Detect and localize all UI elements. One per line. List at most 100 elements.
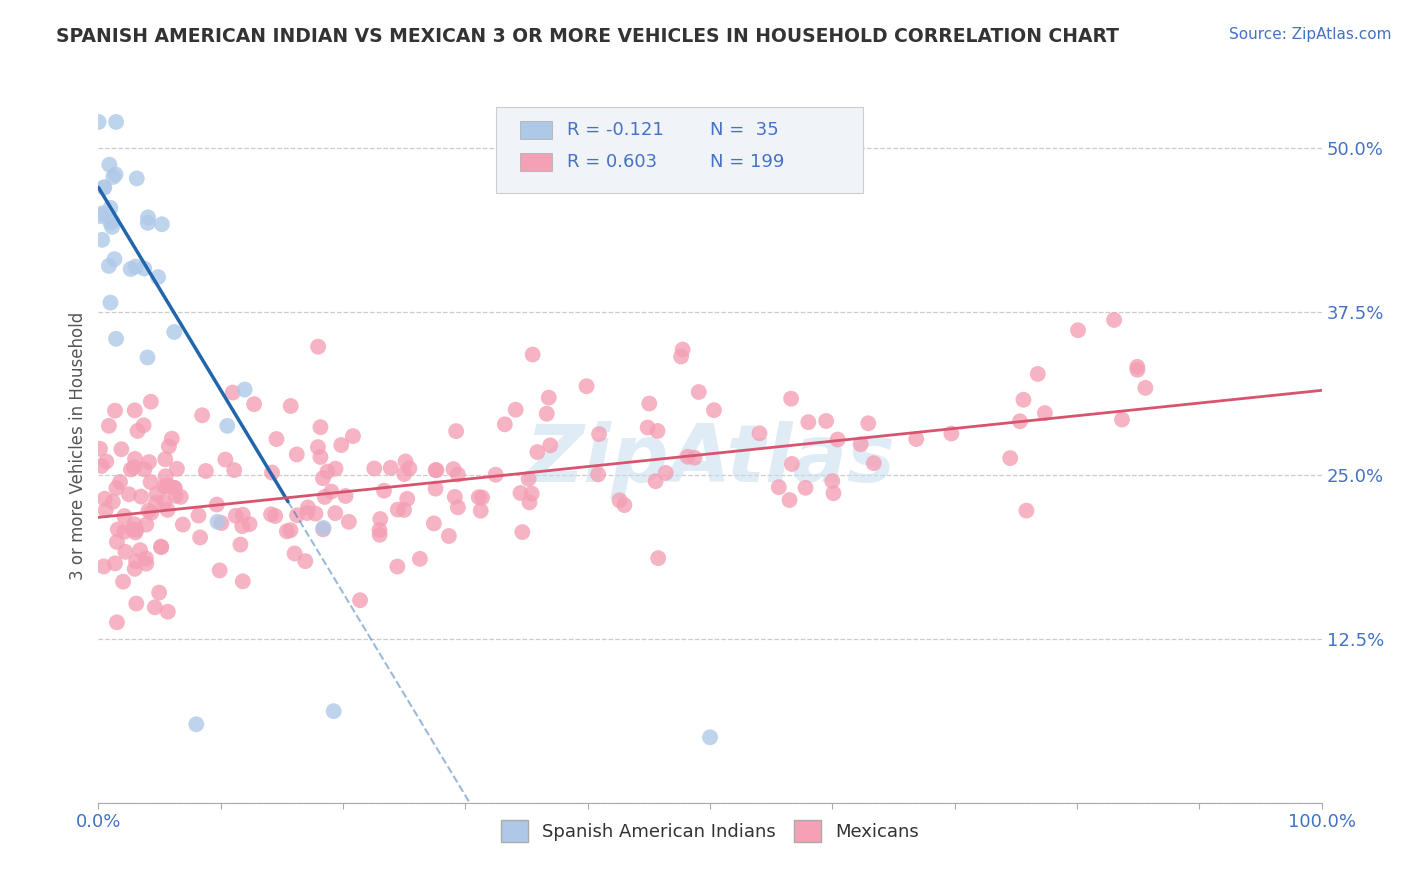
Point xyxy=(104,557,127,571)
Point xyxy=(505,402,527,417)
Point xyxy=(815,414,838,428)
Point xyxy=(155,452,177,467)
Point xyxy=(214,452,236,467)
Point xyxy=(101,214,124,228)
Point xyxy=(768,480,790,494)
Point xyxy=(243,397,266,411)
Point xyxy=(135,557,157,571)
Point xyxy=(337,515,360,529)
Point xyxy=(276,524,298,539)
Point xyxy=(138,455,160,469)
Point xyxy=(104,403,127,417)
Point xyxy=(494,417,516,432)
FancyBboxPatch shape xyxy=(496,107,863,193)
Point xyxy=(647,551,669,566)
Point xyxy=(260,466,283,480)
Point xyxy=(471,491,494,505)
Point xyxy=(676,450,699,464)
Text: Source: ZipAtlas.com: Source: ZipAtlas.com xyxy=(1229,27,1392,42)
Point xyxy=(998,451,1021,466)
Point xyxy=(613,498,636,512)
Point xyxy=(172,517,194,532)
Point xyxy=(444,424,467,438)
Point xyxy=(297,500,319,515)
Point xyxy=(409,552,432,566)
Point xyxy=(1135,381,1157,395)
Point xyxy=(280,399,302,413)
Point xyxy=(97,418,120,433)
Point xyxy=(143,600,166,615)
Point xyxy=(107,523,129,537)
Point xyxy=(120,262,142,277)
Point xyxy=(688,384,710,399)
Point xyxy=(522,347,544,361)
FancyBboxPatch shape xyxy=(520,120,553,139)
Point xyxy=(794,481,817,495)
Point xyxy=(101,219,124,234)
Point xyxy=(121,522,143,536)
Point xyxy=(373,483,395,498)
Point xyxy=(163,481,186,495)
Point xyxy=(447,500,470,515)
Point xyxy=(322,704,344,718)
Point xyxy=(260,508,283,522)
Point xyxy=(392,503,415,517)
Point xyxy=(100,295,122,310)
Point xyxy=(325,461,347,475)
Point xyxy=(314,490,336,504)
Point xyxy=(647,424,669,438)
Point xyxy=(1026,367,1049,381)
Point xyxy=(139,475,162,490)
Point xyxy=(136,211,159,225)
Point xyxy=(1067,323,1090,337)
Point xyxy=(125,597,148,611)
Point xyxy=(330,438,353,452)
Point xyxy=(166,462,188,476)
Point xyxy=(103,252,125,267)
Point xyxy=(129,543,152,558)
Point xyxy=(368,528,391,542)
Point xyxy=(312,521,335,535)
Point xyxy=(638,396,661,410)
Point xyxy=(191,409,214,423)
Point xyxy=(132,418,155,433)
Point xyxy=(485,467,508,482)
Point xyxy=(118,487,141,501)
Point xyxy=(100,216,122,230)
Point xyxy=(470,504,492,518)
Point xyxy=(316,465,339,479)
Point xyxy=(284,546,307,560)
Point xyxy=(683,450,706,465)
Point xyxy=(134,462,156,476)
Point xyxy=(108,475,131,489)
FancyBboxPatch shape xyxy=(520,153,553,171)
Point xyxy=(443,462,465,476)
Point xyxy=(387,502,409,516)
Point xyxy=(100,201,122,215)
Point xyxy=(122,460,145,475)
Point xyxy=(150,540,173,554)
Point xyxy=(335,489,357,503)
Point xyxy=(124,562,146,576)
Point xyxy=(153,495,176,509)
Point xyxy=(304,507,326,521)
Point xyxy=(124,451,146,466)
Point xyxy=(125,171,148,186)
Point xyxy=(225,508,247,523)
Point xyxy=(380,460,402,475)
Point xyxy=(101,495,124,509)
Point xyxy=(186,717,208,731)
Point xyxy=(905,432,928,446)
Point xyxy=(423,516,446,531)
Point xyxy=(443,490,465,504)
Point xyxy=(321,484,343,499)
Point xyxy=(285,508,308,523)
Point xyxy=(425,482,447,496)
Point xyxy=(105,535,128,549)
Point xyxy=(156,503,179,517)
Point xyxy=(138,504,160,518)
Text: N = 199: N = 199 xyxy=(710,153,785,171)
Point xyxy=(862,456,884,470)
Point xyxy=(150,217,173,231)
Point xyxy=(165,489,187,503)
